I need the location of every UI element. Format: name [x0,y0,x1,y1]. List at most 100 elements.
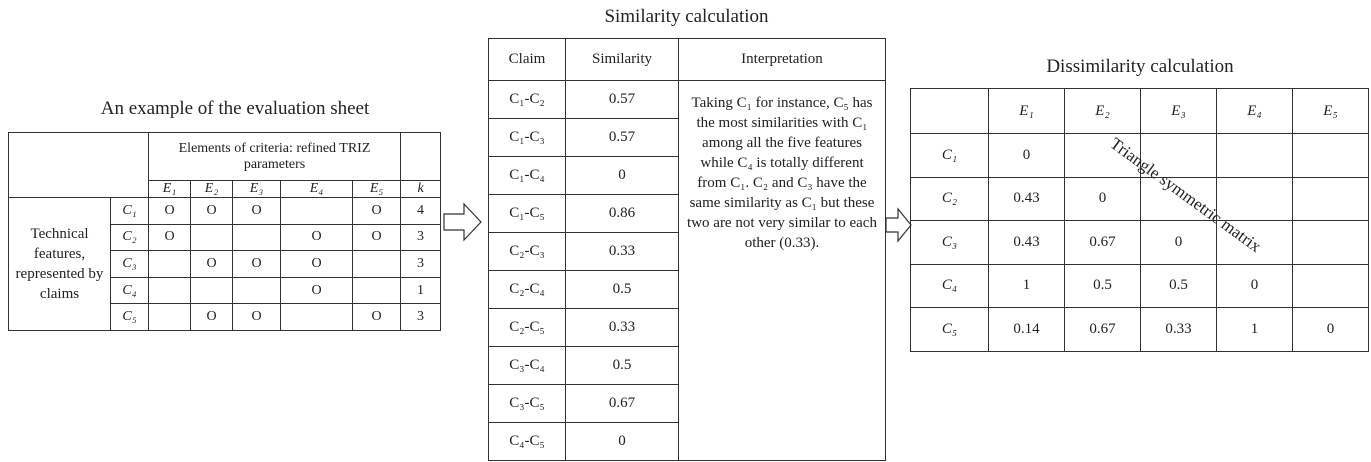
cell: 3 [400,303,442,331]
row: C₂-C₃ 0.33 [488,232,886,271]
cell: 0.33 [1140,307,1217,352]
cell: 0 [565,156,679,195]
cell: O [280,250,353,278]
cell [1064,133,1141,178]
cell: Taking C₁ for instance, C₅ has the most … [678,80,886,461]
cell: C₁-C₂ [488,80,566,119]
dissimilarity-title: Dissimilarity calculation [1046,56,1234,77]
cell: 0 [1216,263,1293,308]
row: C₄-C₅ 0 [488,422,886,461]
cell [190,276,233,305]
cell: 0.5 [565,270,679,309]
cell: 0.67 [1064,220,1141,265]
cell [232,223,281,252]
cell: 0.43 [988,220,1065,265]
row: C₄ 1 0.5 0.5 0 [910,263,1369,308]
cell: C₁-C₃ [488,118,566,157]
cell: O [148,197,191,225]
cell [1292,263,1369,308]
cell: E₃ [232,180,281,198]
cell [400,132,442,181]
cell: Elements of criteria: refined TRIZ param… [147,132,402,181]
cell: E₅ [1292,88,1369,134]
sheet-title: An example of the evaluation sheet [100,98,370,119]
cell: O [351,197,402,225]
arrow [443,202,482,242]
dissimilarity-table: E₁ E₂ E₃ E₄ E₅ C₁ 0 C₂ 0.43 0 C₃ 0.43 0.67 0 C₄ 1 0.5 0.5… [910,88,1369,352]
row: C₂ O O O 3 [9,223,442,252]
cell: 0.33 [565,308,679,347]
row: C₃ 0.43 0.67 0 [910,220,1369,265]
cell [1292,220,1369,265]
cell: C₂ [110,223,149,252]
cell: C₂ [910,176,989,221]
cell [351,250,402,278]
similarity-title: Similarity calculation [604,6,769,27]
cell [351,276,402,305]
cell: C₁ [110,197,149,225]
cell: 0 [565,422,679,461]
cell [190,223,233,252]
cell [280,303,353,331]
cell [1216,176,1293,221]
cell [280,197,353,225]
cell: 4 [400,197,442,225]
cell: E₄ [1216,88,1293,134]
row: E₁ E₂ E₃ E₄ E₅ k [9,180,442,198]
cell: O [190,303,233,331]
cell: E₅ [351,180,402,198]
row: C₁-C₃ 0.57 [488,118,886,157]
cell: O [190,250,233,278]
cell: O [190,197,233,225]
cell: C₃-C₄ [488,346,566,385]
cell: 0.5 [1064,263,1141,308]
cell: O [351,303,402,331]
row: Claim Similarity Interpretation [488,38,886,81]
cell: O [232,197,281,225]
cell: 1 [988,263,1065,308]
cell: C₅ [110,303,149,331]
cell: O [148,223,191,252]
cell: 0.86 [565,194,679,233]
cell: 0 [1292,307,1369,352]
cell: C₁-C₄ [488,156,566,195]
cell: E₃ [1140,88,1217,134]
cell: O [232,250,281,278]
cell: C₁ [910,133,989,178]
cell: 0.5 [1140,263,1217,308]
cell: Interpretation [678,38,886,81]
arrow [885,207,912,243]
cell [148,303,191,331]
row: C₁-C₅ 0.86 [488,194,886,233]
row: E₁ E₂ E₃ E₄ E₅ [910,88,1369,134]
cell: C₄ [110,276,149,305]
row: C₄ O 1 [9,276,442,305]
cell: 0.33 [565,232,679,271]
row: Technical features, represented by claim… [8,197,442,331]
cell: C₁-C₅ [488,194,566,233]
row: C₂-C₅ 0.33 [488,308,886,347]
cell: E₁ [148,180,191,198]
cell [1292,176,1369,221]
cell: O [280,223,353,252]
cell: 0.43 [988,176,1065,221]
cell: C₃ [110,250,149,278]
cell: C₃-C₅ [488,384,566,423]
cell: 0.5 [565,346,679,385]
cell: C₄-C₅ [488,422,566,461]
cell: 0.67 [565,384,679,423]
cell: C₂-C₃ [488,232,566,271]
cell: 3 [400,250,442,278]
cell: E₂ [190,180,233,198]
cell: C₅ [910,307,989,352]
cell: Similarity [565,38,679,81]
cell: Technical features, represented by claim… [8,197,111,331]
cell [1292,133,1369,178]
cell: O [280,276,353,305]
cell: E₄ [280,180,353,198]
cell: E₁ [988,88,1065,134]
cell [1216,133,1293,178]
cell: 0 [988,133,1065,178]
cell: 3 [400,223,442,252]
